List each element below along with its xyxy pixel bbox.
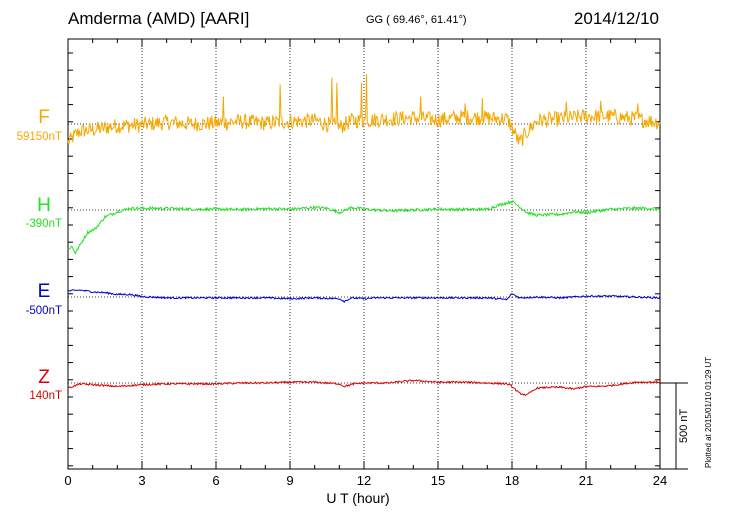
x-tick-label: 18 (505, 473, 519, 488)
x-axis-label: U T (hour) (326, 490, 390, 506)
component-e-baseline: -500nT (25, 305, 62, 317)
component-z-letter: Z (38, 367, 50, 388)
date-label: 2014/12/10 (573, 9, 659, 28)
x-tick-label: 0 (64, 473, 71, 488)
series-h-line (67, 199, 661, 255)
series-z-line (67, 379, 661, 396)
component-h-baseline: -390nT (25, 218, 62, 230)
component-e-letter: E (37, 281, 51, 302)
x-tick-label: 12 (357, 473, 371, 488)
x-tick-label: 6 (212, 473, 219, 488)
x-tick-label: 3 (138, 473, 145, 488)
component-z-baseline: 140nT (29, 390, 62, 402)
station-title: Amderma (AMD) [AARI] (68, 9, 250, 28)
component-f-letter: F (38, 107, 50, 128)
scale-bar-label: 500 nT (678, 408, 690, 443)
series-f-line (67, 74, 661, 146)
plotted-timestamp: Plotted at 2015/01/10 01:29 UT (704, 356, 713, 468)
series-e-line (68, 289, 661, 303)
component-f-baseline: 59150nT (16, 131, 62, 143)
x-tick-label: 21 (579, 473, 593, 488)
component-h-letter: H (37, 195, 51, 216)
x-tick-label: 15 (431, 473, 445, 488)
station-coordinates: GG ( 69.46°, 61.41°) (366, 14, 467, 26)
x-tick-label: 9 (286, 473, 293, 488)
x-tick-label: 24 (653, 473, 667, 488)
plot-frame (67, 38, 661, 470)
